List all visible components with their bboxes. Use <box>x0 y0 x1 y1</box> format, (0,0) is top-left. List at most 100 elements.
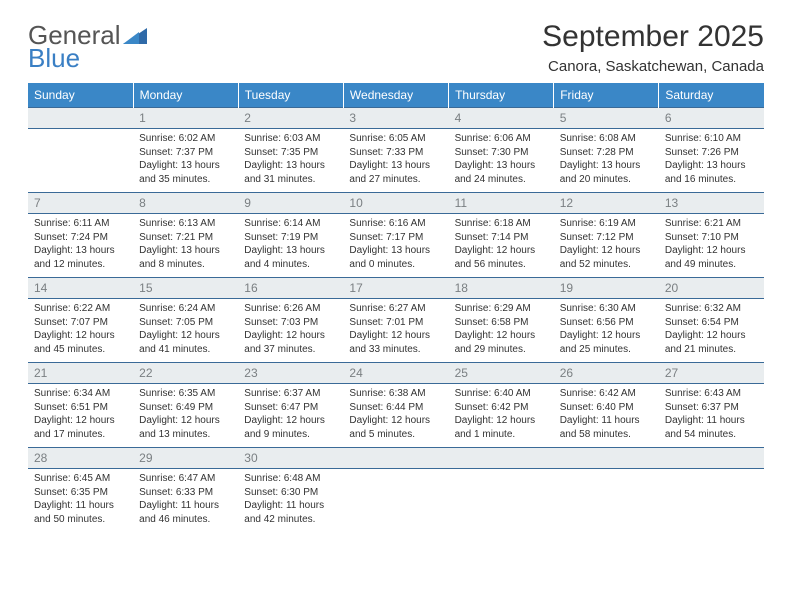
daycell: Sunrise: 6:37 AMSunset: 6:47 PMDaylight:… <box>238 384 343 448</box>
daylight: Daylight: 12 hours and 33 minutes. <box>349 329 442 356</box>
sunset: Sunset: 7:12 PM <box>560 231 653 245</box>
daylight: Daylight: 13 hours and 27 minutes. <box>349 159 442 186</box>
dayhead-tue: Tuesday <box>238 83 343 108</box>
logo-triangle-icon <box>123 26 149 48</box>
dayhead-wed: Wednesday <box>343 83 448 108</box>
daylight: Daylight: 13 hours and 20 minutes. <box>560 159 653 186</box>
daylight: Daylight: 12 hours and 49 minutes. <box>665 244 758 271</box>
sunset: Sunset: 7:30 PM <box>455 146 548 160</box>
sunset: Sunset: 6:44 PM <box>349 401 442 415</box>
daylight: Daylight: 12 hours and 56 minutes. <box>455 244 548 271</box>
sunset: Sunset: 6:42 PM <box>455 401 548 415</box>
daynum <box>554 448 659 469</box>
daynum: 15 <box>133 278 238 299</box>
daylight: Daylight: 11 hours and 46 minutes. <box>139 499 232 526</box>
daylight: Daylight: 12 hours and 21 minutes. <box>665 329 758 356</box>
daycell: Sunrise: 6:38 AMSunset: 6:44 PMDaylight:… <box>343 384 448 448</box>
title-block: September 2025 Canora, Saskatchewan, Can… <box>542 20 764 75</box>
daynum: 13 <box>659 193 764 214</box>
sunrise: Sunrise: 6:37 AM <box>244 387 337 401</box>
daynum: 10 <box>343 193 448 214</box>
daylight: Daylight: 11 hours and 42 minutes. <box>244 499 337 526</box>
sunrise: Sunrise: 6:30 AM <box>560 302 653 316</box>
daylight: Daylight: 13 hours and 35 minutes. <box>139 159 232 186</box>
sunrise: Sunrise: 6:21 AM <box>665 217 758 231</box>
daycell: Sunrise: 6:11 AMSunset: 7:24 PMDaylight:… <box>28 214 133 278</box>
page: General Blue September 2025 Canora, Sask… <box>0 0 792 544</box>
sunset: Sunset: 6:40 PM <box>560 401 653 415</box>
data-row: Sunrise: 6:22 AMSunset: 7:07 PMDaylight:… <box>28 299 764 363</box>
logo: General Blue <box>28 20 149 71</box>
sunset: Sunset: 7:21 PM <box>139 231 232 245</box>
daycell: Sunrise: 6:21 AMSunset: 7:10 PMDaylight:… <box>659 214 764 278</box>
sunset: Sunset: 6:56 PM <box>560 316 653 330</box>
sunrise: Sunrise: 6:05 AM <box>349 132 442 146</box>
daycell <box>28 129 133 193</box>
daycell: Sunrise: 6:40 AMSunset: 6:42 PMDaylight:… <box>449 384 554 448</box>
daynum: 8 <box>133 193 238 214</box>
sunrise: Sunrise: 6:38 AM <box>349 387 442 401</box>
daynum: 1 <box>133 108 238 129</box>
daycell: Sunrise: 6:24 AMSunset: 7:05 PMDaylight:… <box>133 299 238 363</box>
daylight: Daylight: 12 hours and 1 minute. <box>455 414 548 441</box>
num-row: 7 8 9 10 11 12 13 <box>28 193 764 214</box>
sunrise: Sunrise: 6:40 AM <box>455 387 548 401</box>
daylight: Daylight: 12 hours and 9 minutes. <box>244 414 337 441</box>
sunrise: Sunrise: 6:16 AM <box>349 217 442 231</box>
sunset: Sunset: 7:33 PM <box>349 146 442 160</box>
sunset: Sunset: 6:49 PM <box>139 401 232 415</box>
daylight: Daylight: 12 hours and 5 minutes. <box>349 414 442 441</box>
sunrise: Sunrise: 6:22 AM <box>34 302 127 316</box>
sunset: Sunset: 7:07 PM <box>34 316 127 330</box>
sunset: Sunset: 7:26 PM <box>665 146 758 160</box>
sunset: Sunset: 6:35 PM <box>34 486 127 500</box>
sunrise: Sunrise: 6:13 AM <box>139 217 232 231</box>
daycell: Sunrise: 6:27 AMSunset: 7:01 PMDaylight:… <box>343 299 448 363</box>
sunset: Sunset: 7:17 PM <box>349 231 442 245</box>
data-row: Sunrise: 6:02 AMSunset: 7:37 PMDaylight:… <box>28 129 764 193</box>
daylight: Daylight: 13 hours and 8 minutes. <box>139 244 232 271</box>
num-row: 21 22 23 24 25 26 27 <box>28 363 764 384</box>
daynum: 9 <box>238 193 343 214</box>
dayhead-sun: Sunday <box>28 83 133 108</box>
daynum: 21 <box>28 363 133 384</box>
sunset: Sunset: 7:19 PM <box>244 231 337 245</box>
daynum: 28 <box>28 448 133 469</box>
sunrise: Sunrise: 6:14 AM <box>244 217 337 231</box>
daynum: 20 <box>659 278 764 299</box>
daynum: 18 <box>449 278 554 299</box>
calendar-table: Sunday Monday Tuesday Wednesday Thursday… <box>28 83 764 532</box>
daynum: 12 <box>554 193 659 214</box>
daynum: 26 <box>554 363 659 384</box>
daylight: Daylight: 12 hours and 45 minutes. <box>34 329 127 356</box>
daycell: Sunrise: 6:19 AMSunset: 7:12 PMDaylight:… <box>554 214 659 278</box>
daynum: 25 <box>449 363 554 384</box>
daylight: Daylight: 13 hours and 4 minutes. <box>244 244 337 271</box>
sunset: Sunset: 7:37 PM <box>139 146 232 160</box>
sunrise: Sunrise: 6:47 AM <box>139 472 232 486</box>
daycell: Sunrise: 6:42 AMSunset: 6:40 PMDaylight:… <box>554 384 659 448</box>
daycell: Sunrise: 6:30 AMSunset: 6:56 PMDaylight:… <box>554 299 659 363</box>
daynum: 30 <box>238 448 343 469</box>
sunset: Sunset: 6:30 PM <box>244 486 337 500</box>
sunrise: Sunrise: 6:42 AM <box>560 387 653 401</box>
dayhead-thu: Thursday <box>449 83 554 108</box>
daycell <box>449 469 554 533</box>
day-header-row: Sunday Monday Tuesday Wednesday Thursday… <box>28 83 764 108</box>
daynum <box>449 448 554 469</box>
sunrise: Sunrise: 6:03 AM <box>244 132 337 146</box>
logo-text: General Blue <box>28 24 121 71</box>
month-title: September 2025 <box>542 20 764 54</box>
daycell <box>659 469 764 533</box>
daylight: Daylight: 12 hours and 13 minutes. <box>139 414 232 441</box>
logo-word2: Blue <box>28 43 80 73</box>
daylight: Daylight: 12 hours and 41 minutes. <box>139 329 232 356</box>
sunrise: Sunrise: 6:10 AM <box>665 132 758 146</box>
daynum <box>28 108 133 129</box>
sunrise: Sunrise: 6:27 AM <box>349 302 442 316</box>
dayhead-sat: Saturday <box>659 83 764 108</box>
daynum: 11 <box>449 193 554 214</box>
sunset: Sunset: 7:24 PM <box>34 231 127 245</box>
sunset: Sunset: 6:33 PM <box>139 486 232 500</box>
sunset: Sunset: 7:28 PM <box>560 146 653 160</box>
